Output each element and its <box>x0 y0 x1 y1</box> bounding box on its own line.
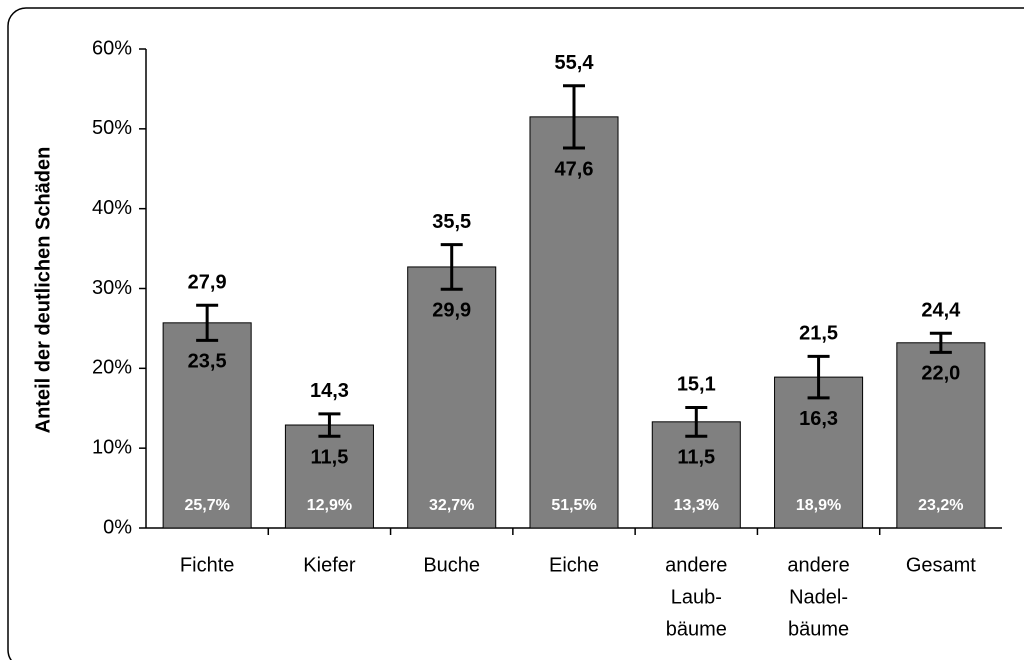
bar <box>162 322 252 529</box>
value-label: 32,7% <box>429 497 474 514</box>
y-tick-label: 0% <box>103 516 132 538</box>
x-tick-label: Fichte <box>180 554 234 576</box>
y-tick-label: 40% <box>92 197 132 219</box>
upper-label: 15,1 <box>677 374 716 396</box>
upper-label: 21,5 <box>799 323 838 345</box>
value-label: 25,7% <box>184 497 229 514</box>
value-label: 13,3% <box>674 497 719 514</box>
x-tick-label: bäume <box>788 618 849 640</box>
bar <box>407 266 497 529</box>
x-tick-label: Buche <box>423 554 480 576</box>
lower-label: 11,5 <box>677 446 715 468</box>
y-axis-label: Anteil der deutlichen Schäden <box>32 147 54 434</box>
upper-label: 35,5 <box>432 211 471 233</box>
lower-label: 22,0 <box>921 363 960 385</box>
frame <box>7 7 1024 660</box>
lower-label: 11,5 <box>311 446 349 468</box>
x-tick-label: Nadel- <box>789 586 848 608</box>
upper-label: 24,4 <box>921 299 961 321</box>
bar <box>529 116 619 529</box>
x-tick-label: Laub- <box>671 586 722 608</box>
y-tick-label: 30% <box>92 277 132 299</box>
bar <box>651 421 741 529</box>
x-tick-label: Gesamt <box>906 554 976 576</box>
x-tick-label: andere <box>665 554 727 576</box>
value-label: 23,2% <box>918 497 963 514</box>
x-tick-label: andere <box>787 554 849 576</box>
lower-label: 16,3 <box>799 408 838 430</box>
bar <box>774 376 864 529</box>
upper-label: 55,4 <box>555 52 595 74</box>
bar <box>896 342 986 529</box>
value-label: 51,5% <box>551 497 596 514</box>
x-tick-label: Kiefer <box>303 554 356 576</box>
x-tick-label: Eiche <box>549 554 599 576</box>
lower-label: 47,6 <box>555 158 594 180</box>
lower-label: 29,9 <box>432 300 471 322</box>
y-tick-label: 50% <box>92 117 132 139</box>
value-label: 12,9% <box>307 497 352 514</box>
upper-label: 14,3 <box>310 380 349 402</box>
lower-label: 23,5 <box>188 351 227 373</box>
value-label: 18,9% <box>796 497 841 514</box>
y-tick-label: 60% <box>92 37 132 59</box>
x-tick-label: bäume <box>666 618 727 640</box>
upper-label: 27,9 <box>188 272 227 294</box>
y-tick-label: 20% <box>92 357 132 379</box>
y-tick-label: 10% <box>92 436 132 458</box>
